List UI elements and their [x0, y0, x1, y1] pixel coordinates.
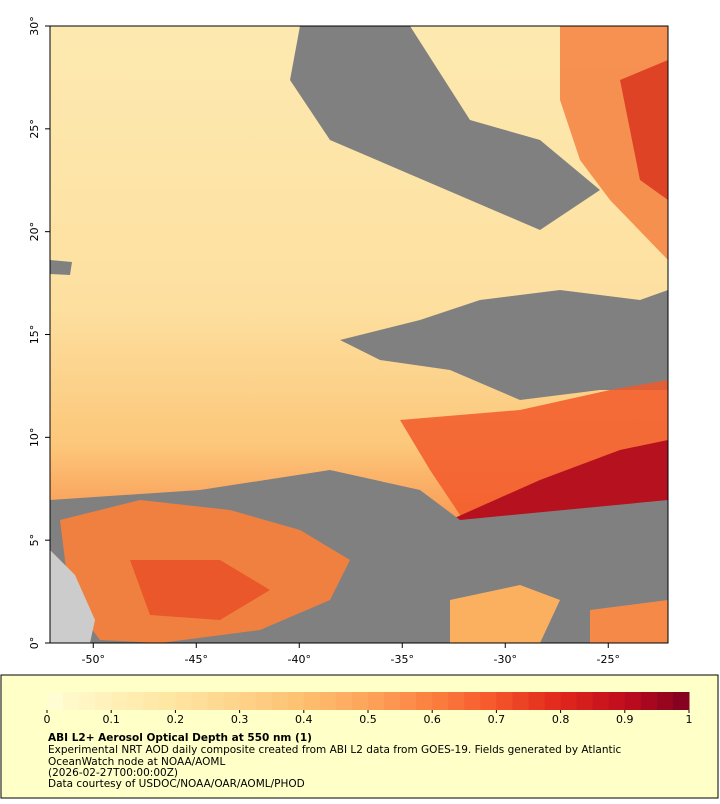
map-image — [50, 26, 668, 643]
colorbar-swatch — [175, 692, 192, 710]
colorbar-swatch — [576, 692, 594, 710]
colorbar-swatch — [496, 692, 513, 710]
y-tick-label: 30° — [28, 16, 41, 36]
colorbar-swatch — [63, 692, 80, 710]
colorbar-swatch — [335, 692, 353, 710]
colorbar-swatch — [416, 692, 433, 710]
colorbar-tick-label: 0.7 — [488, 713, 506, 726]
caption-title: ABI L2+ Aerosol Optical Depth at 550 nm … — [48, 732, 312, 744]
colorbar-tick-label: 1 — [686, 713, 693, 726]
colorbar-swatch — [159, 692, 176, 710]
x-tick-label: -35° — [391, 653, 414, 666]
x-tick-label: -40° — [288, 653, 311, 666]
x-tick-label: -50° — [82, 653, 105, 666]
colorbar-swatch — [239, 692, 257, 710]
colorbar-swatch — [95, 692, 112, 710]
caption-line: OceanWatch node at NOAA/AOML — [48, 756, 225, 768]
colorbar-tick-label: 0.2 — [167, 713, 185, 726]
colorbar-swatch — [287, 692, 305, 710]
colorbar-swatch — [528, 692, 546, 710]
colorbar-swatch — [656, 692, 674, 710]
y-tick-label: 5° — [28, 534, 41, 547]
colorbar-swatch — [464, 692, 481, 710]
colorbar-swatch — [512, 692, 529, 710]
colorbar-tick-label: 0.5 — [359, 713, 377, 726]
y-tick-label: 10° — [28, 428, 41, 448]
x-tick-label: -45° — [185, 653, 208, 666]
colorbar-swatch — [303, 692, 321, 710]
y-tick-label: 15° — [28, 325, 41, 345]
colorbar-swatch — [47, 692, 64, 710]
colorbar-tick-label: 0.8 — [552, 713, 570, 726]
colorbar-tick-label: 0.3 — [231, 713, 249, 726]
colorbar-swatch — [400, 692, 417, 710]
colorbar-swatch — [191, 692, 208, 710]
caption-line: Data courtesy of USDOC/NOAA/OAR/AOML/PHO… — [48, 778, 305, 790]
colorbar-tick-label: 0.4 — [295, 713, 313, 726]
colorbar-swatch — [624, 692, 642, 710]
colorbar-swatch — [319, 692, 337, 710]
colorbar-swatch — [544, 692, 562, 710]
colorbar-swatch — [255, 692, 273, 710]
colorbar-swatch — [271, 692, 289, 710]
colorbar-tick-label: 0.6 — [423, 713, 441, 726]
caption-line: Experimental NRT AOD daily composite cre… — [48, 744, 622, 756]
colorbar-swatch — [640, 692, 658, 710]
colorbar-swatch — [143, 692, 160, 710]
colorbar-swatch — [111, 692, 128, 710]
colorbar-swatch — [560, 692, 578, 710]
colorbar-swatch — [79, 692, 96, 710]
colorbar-tick-label: 0.9 — [616, 713, 634, 726]
colorbar-swatch — [448, 692, 465, 710]
colorbar-swatch — [207, 692, 225, 710]
colorbar-swatch — [351, 692, 369, 710]
colorbar-swatch — [592, 692, 610, 710]
colorbar-swatch — [608, 692, 626, 710]
colorbar-swatch — [480, 692, 497, 710]
colorbar-swatch — [223, 692, 241, 710]
colorbar-swatch — [432, 692, 449, 710]
colorbar-swatch — [672, 692, 690, 710]
y-tick-label: 25° — [28, 119, 41, 139]
colorbar-swatch — [368, 692, 385, 710]
y-tick-label: 20° — [28, 222, 41, 242]
caption-line: (2026-02-27T00:00:00Z) — [48, 767, 178, 779]
colorbar-swatch — [384, 692, 401, 710]
x-tick-label: -30° — [494, 653, 517, 666]
x-tick-label: -25° — [597, 653, 620, 666]
y-tick-label: 0° — [28, 637, 41, 650]
colorbar-tick-label: 0 — [44, 713, 51, 726]
colorbar-swatch — [127, 692, 144, 710]
colorbar-tick-label: 0.1 — [102, 713, 120, 726]
